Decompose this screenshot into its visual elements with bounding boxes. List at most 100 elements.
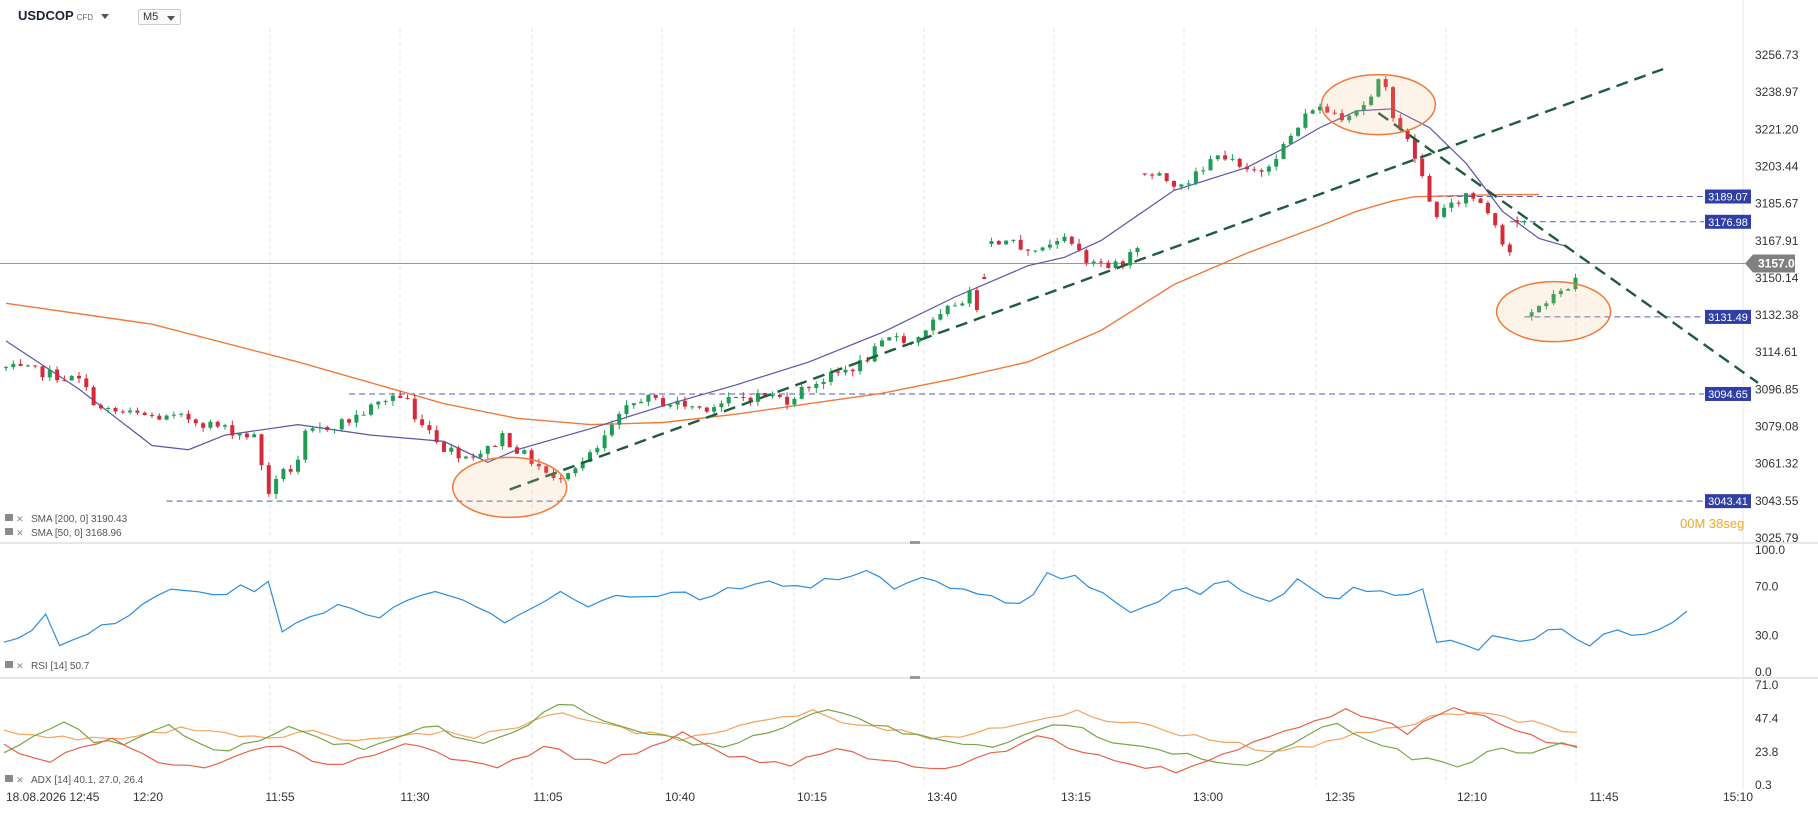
price-tick-label: 3043.55 bbox=[1755, 494, 1799, 508]
candle-body bbox=[1296, 127, 1301, 136]
candle-body bbox=[1215, 155, 1220, 160]
candle-body bbox=[493, 446, 498, 448]
time-tick-label: 18.08.2026 12:45 bbox=[6, 790, 100, 804]
adx-tick-label: 23.8 bbox=[1755, 745, 1779, 759]
candle-body bbox=[865, 360, 870, 362]
candle-body bbox=[901, 336, 906, 343]
candle-body bbox=[390, 395, 395, 402]
candle-body bbox=[653, 394, 658, 399]
candle-body bbox=[982, 277, 987, 279]
candle-body bbox=[347, 419, 352, 423]
candle-body bbox=[1106, 262, 1111, 269]
candle-body bbox=[631, 403, 636, 406]
time-tick-label: 13:40 bbox=[927, 790, 957, 804]
candle-body bbox=[1405, 129, 1410, 140]
candle-body bbox=[704, 407, 709, 412]
candle-body bbox=[98, 405, 103, 409]
level-tag-label: 3094.65 bbox=[1708, 389, 1748, 401]
candle-body bbox=[887, 337, 892, 341]
candle-body bbox=[1055, 241, 1060, 245]
candle-body bbox=[1529, 312, 1534, 317]
candle-body bbox=[1544, 303, 1549, 307]
candle-body bbox=[960, 303, 965, 306]
sma200-legend: SMA [200, 0] 3190.43 bbox=[31, 514, 128, 525]
candle-body bbox=[113, 407, 118, 412]
timeframe-selector[interactable]: M5 bbox=[138, 9, 182, 25]
candle-body bbox=[201, 423, 206, 428]
candle-body bbox=[748, 397, 753, 402]
settings-icon bbox=[5, 514, 13, 521]
candle-body bbox=[1193, 171, 1198, 184]
price-tick-label: 3132.38 bbox=[1755, 308, 1799, 322]
candle-body bbox=[682, 400, 687, 407]
candle-body bbox=[1069, 236, 1074, 244]
candle-body bbox=[1237, 158, 1242, 167]
candle-body bbox=[1281, 144, 1286, 160]
candle-body bbox=[1339, 113, 1344, 121]
candle-body bbox=[850, 369, 855, 372]
candle-body bbox=[208, 421, 213, 428]
close-icon: ✕ bbox=[16, 775, 24, 785]
di-minus-line bbox=[3, 706, 1578, 774]
adx-tick-label: 71.0 bbox=[1755, 678, 1779, 692]
candle-body bbox=[1004, 240, 1009, 245]
time-tick-label: 11:30 bbox=[400, 790, 429, 804]
candle-body bbox=[1011, 239, 1016, 241]
trendline bbox=[1377, 112, 1759, 384]
symbol-type: CFD bbox=[76, 13, 94, 22]
candle-body bbox=[179, 413, 184, 415]
candle-body bbox=[588, 452, 592, 462]
candle-body bbox=[1449, 202, 1454, 208]
candle-body bbox=[1252, 169, 1257, 171]
highlight-circle bbox=[1495, 280, 1612, 343]
rsi-tick-label: 0.0 bbox=[1755, 665, 1772, 679]
candle-body bbox=[734, 396, 738, 398]
candle-body bbox=[1500, 225, 1505, 245]
candle-body bbox=[500, 433, 505, 447]
candle-body bbox=[945, 305, 950, 315]
di-plus-line bbox=[3, 703, 1578, 768]
candle-body bbox=[1040, 247, 1045, 251]
candle-body bbox=[1113, 261, 1118, 269]
candle-body bbox=[726, 397, 731, 404]
candle-body bbox=[1434, 201, 1439, 217]
candle-body bbox=[617, 413, 622, 425]
candle-body bbox=[1318, 106, 1322, 111]
candle-body bbox=[354, 414, 359, 423]
candle-body bbox=[858, 360, 863, 372]
candle-body bbox=[1274, 159, 1279, 167]
candle-body bbox=[741, 396, 746, 398]
candle-body bbox=[223, 425, 227, 427]
symbol-name: USDCOP bbox=[18, 8, 74, 23]
candle-body bbox=[974, 290, 979, 311]
candle-body bbox=[1150, 174, 1155, 176]
candle-body bbox=[1442, 207, 1447, 217]
level-tag bbox=[1705, 214, 1751, 229]
symbol-selector[interactable]: USDCOP CFD bbox=[18, 8, 110, 23]
candle-body bbox=[310, 428, 315, 431]
candle-body bbox=[719, 403, 724, 408]
candle-body bbox=[1369, 96, 1374, 105]
candle-body bbox=[485, 446, 490, 454]
candle-body bbox=[150, 415, 154, 417]
candle-body bbox=[164, 415, 169, 420]
candle-body bbox=[690, 406, 695, 408]
candle-body bbox=[573, 468, 578, 474]
candle-body bbox=[420, 419, 425, 426]
candle-body bbox=[412, 398, 417, 420]
level-tag bbox=[1705, 386, 1751, 401]
candle-body bbox=[339, 419, 344, 430]
candle-body bbox=[1478, 198, 1483, 203]
sma50-line bbox=[5, 108, 1569, 463]
candle-body bbox=[69, 375, 74, 381]
candle-body bbox=[135, 410, 140, 413]
candle-body bbox=[828, 371, 833, 382]
candle-body bbox=[288, 468, 293, 472]
candle-body bbox=[1084, 250, 1089, 263]
candle-body bbox=[1332, 112, 1337, 114]
candle-body bbox=[1259, 170, 1264, 172]
current-price-label: 3157.01 bbox=[1758, 257, 1802, 271]
candle-body bbox=[427, 425, 432, 431]
price-tick-label: 3114.61 bbox=[1755, 345, 1798, 359]
